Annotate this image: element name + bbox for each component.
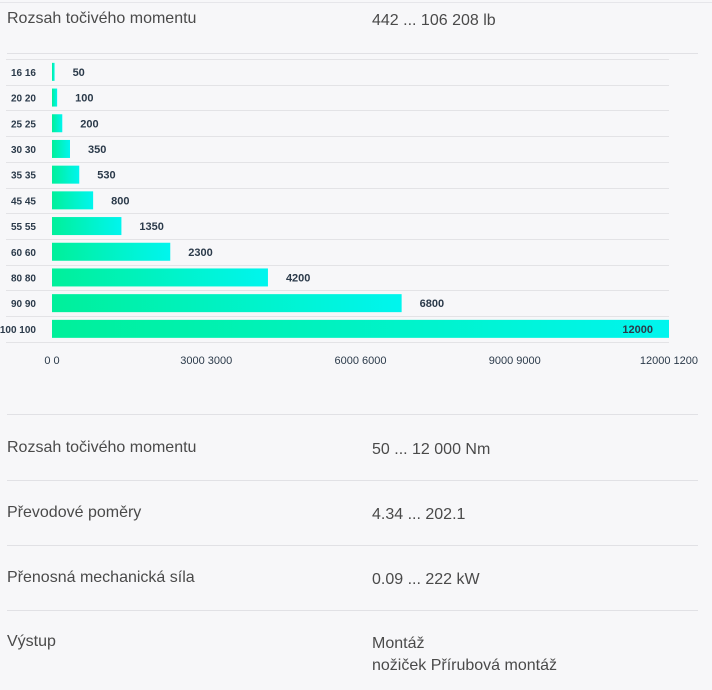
divider [7, 610, 698, 611]
chart-gridlines [6, 59, 669, 343]
spec-value-line: nožiček Přírubová montáž [372, 657, 557, 674]
category-label: 90 90 [11, 299, 36, 310]
spec-value: 4.34 ... 202.1 [372, 506, 466, 523]
chart-bars [52, 62, 669, 338]
value-label: 800 [111, 195, 129, 207]
category-label: 100 100 [0, 325, 36, 336]
value-label: 4200 [286, 272, 310, 284]
x-tick-label: 6000 6000 [335, 355, 387, 367]
category-label: 45 45 [11, 196, 36, 207]
bar [52, 62, 55, 81]
bar [52, 217, 122, 236]
value-label: 350 [88, 144, 106, 156]
bar [52, 268, 268, 287]
chart-value-labels: 50 100 200 350 530 800 1350 2300 4200 6800 12000 [73, 67, 653, 336]
category-label: 80 80 [11, 273, 36, 284]
spec-value: 442 ... 106 208 lb [372, 12, 496, 29]
x-tick-label: 9000 9000 [489, 355, 541, 367]
spec-value: Montáž nožiček Přírubová montáž [372, 633, 557, 677]
spec-label: Převodové poměry [7, 504, 142, 521]
category-label: 16 16 [11, 68, 36, 79]
divider [7, 545, 698, 546]
category-label: 25 25 [11, 119, 36, 130]
value-label: 50 [73, 67, 85, 79]
value-label: 1350 [139, 221, 163, 233]
category-label: 20 20 [11, 94, 36, 105]
top-border [0, 2, 712, 3]
spec-value: 50 ... 12 000 Nm [372, 441, 491, 458]
bar [52, 319, 669, 338]
bar [52, 294, 402, 313]
x-tick-label: 12000 1200 [640, 355, 698, 367]
spec-label: Přenosná mechanická síla [7, 569, 195, 586]
category-label: 60 60 [11, 248, 36, 259]
x-tick-label: 3000 3000 [180, 355, 232, 367]
spec-label: Rozsah točivého momentu [7, 439, 197, 456]
value-label: 2300 [188, 247, 212, 259]
value-label: 6800 [420, 298, 444, 310]
value-label: 200 [80, 118, 98, 130]
category-label: 55 55 [11, 222, 36, 233]
bar [52, 114, 63, 133]
bar [52, 165, 80, 184]
category-label: 35 35 [11, 171, 36, 182]
spec-label: Výstup [7, 633, 56, 650]
bar [52, 88, 58, 107]
divider [7, 53, 698, 54]
spec-value: 0.09 ... 222 kW [372, 571, 480, 588]
bar [52, 242, 171, 261]
bar [52, 139, 70, 158]
x-tick-label: 0 0 [44, 355, 59, 367]
spec-value-line: Montáž [372, 635, 425, 652]
chart-category-labels: 16 16 20 20 25 25 30 30 35 35 45 45 55 55 60 60… [0, 68, 36, 336]
value-label: 12000 [622, 324, 653, 336]
torque-bar-chart: 16 16 20 20 25 25 30 30 35 35 45 45 55 55 60 60… [0, 59, 698, 367]
value-label: 530 [97, 170, 115, 182]
chart-x-ticks: 0 0 3000 3000 6000 6000 9000 9000 12000 1200 [44, 355, 698, 367]
category-label: 30 30 [11, 145, 36, 156]
value-label: 100 [75, 93, 93, 105]
spec-label: Rozsah točivého momentu [7, 10, 197, 27]
divider [7, 414, 698, 415]
bar [52, 191, 94, 210]
divider [7, 480, 698, 481]
